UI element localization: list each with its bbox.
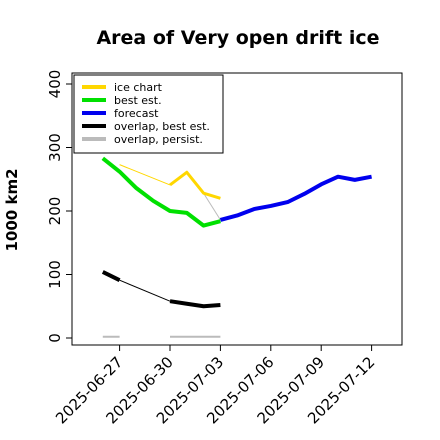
y-tick-label-400: 400: [46, 70, 64, 99]
y-axis-label: 1000 km2: [3, 168, 21, 251]
plot-area: [101, 156, 372, 338]
chart-title: Area of Very open drift ice: [96, 27, 379, 49]
series-line-forecast-0: [219, 174, 372, 222]
series-line-overlap-best-est-1: [169, 299, 221, 309]
connector-line-0: [119, 279, 171, 302]
legend-label-best-est: best est.: [114, 94, 162, 107]
y-tick-label-200: 200: [46, 197, 64, 226]
y-tick-label-100: 100: [46, 260, 64, 289]
connector-line-2: [203, 192, 221, 221]
series-line-overlap-best-est-0: [101, 270, 121, 283]
y-tick-label-0: 0: [46, 333, 64, 343]
legend-label-ice-chart: ice chart: [114, 81, 163, 94]
series-line-ice-chart-1: [169, 170, 221, 200]
connector-line-1: [119, 164, 171, 186]
legend-label-overlap-persist: overlap, persist.: [114, 133, 203, 146]
y-tick-label-300: 300: [46, 133, 64, 162]
legend-label-forecast: forecast: [114, 107, 159, 120]
plot-frame: [71, 72, 403, 346]
series-line-best-est-0: [101, 156, 221, 228]
legend-label-overlap-best-est: overlap, best est.: [114, 120, 210, 133]
